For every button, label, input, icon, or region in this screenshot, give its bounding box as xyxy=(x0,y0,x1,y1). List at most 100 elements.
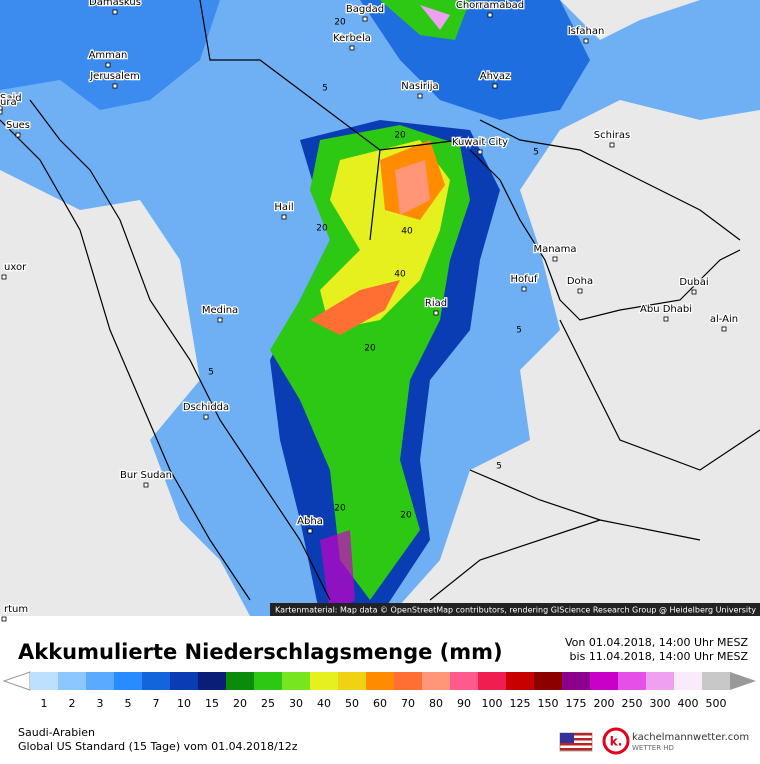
legend-swatch xyxy=(254,672,282,690)
legend-label: 125 xyxy=(510,697,531,710)
city-dot xyxy=(143,482,149,488)
legend-label: 200 xyxy=(594,697,615,710)
legend-label: 250 xyxy=(622,697,643,710)
city-dot xyxy=(307,528,313,534)
logo-sub: WETTER HD xyxy=(632,744,674,752)
attribution: Kartenmaterial: Map data © OpenStreetMap… xyxy=(275,606,756,615)
legend-label: 2 xyxy=(69,697,76,710)
contour-label: 5 xyxy=(322,84,328,94)
city-label: Sues xyxy=(6,120,30,131)
city-dot xyxy=(112,83,118,89)
legend-swatch xyxy=(394,672,422,690)
city-label: Abu Dhabi xyxy=(640,304,692,315)
city-dot xyxy=(112,9,118,15)
legend-label: 175 xyxy=(566,697,587,710)
legend-label: 25 xyxy=(261,697,275,710)
legend-label: 150 xyxy=(538,697,559,710)
city-label: Dubai xyxy=(679,277,708,288)
city-dot xyxy=(521,286,527,292)
city-dot xyxy=(492,83,498,89)
legend-label: 10 xyxy=(177,697,191,710)
legend-label: 300 xyxy=(650,697,671,710)
logo-name: kachelmannwetter.com xyxy=(632,732,749,743)
city-label: Medina xyxy=(202,305,238,316)
city-dot xyxy=(663,316,669,322)
legend-label: 90 xyxy=(457,697,471,710)
contour-label: 40 xyxy=(401,227,413,237)
city-label: Nasirija xyxy=(401,81,438,92)
city-label: Doha xyxy=(567,276,593,287)
date-from: Von 01.04.2018, 14:00 Uhr MESZ xyxy=(565,636,749,649)
city-label: Hofuf xyxy=(510,274,537,285)
contour-label: 5 xyxy=(516,326,522,336)
legend-swatch xyxy=(366,672,394,690)
contour-label: 40 xyxy=(394,270,406,280)
legend-swatch xyxy=(226,672,254,690)
contour-label: 20 xyxy=(316,224,328,234)
legend-swatch xyxy=(170,672,198,690)
legend-swatch xyxy=(198,672,226,690)
city-dot xyxy=(1,274,7,280)
city-dot xyxy=(552,256,558,262)
legend-swatch xyxy=(478,672,506,690)
city-label: al-Ain xyxy=(710,314,738,325)
model: Global US Standard (15 Tage) vom 01.04.2… xyxy=(18,740,298,753)
legend-label: 40 xyxy=(317,697,331,710)
logo-mark: k. xyxy=(610,735,623,749)
contour-label: 5 xyxy=(496,462,502,472)
logo-ring xyxy=(602,727,630,755)
city-label: Amman xyxy=(89,50,128,61)
city-label: uxor xyxy=(4,262,27,273)
legend-label: 70 xyxy=(401,697,415,710)
legend-label: 400 xyxy=(678,697,699,710)
city-dot xyxy=(362,16,368,22)
legend-swatch xyxy=(450,672,478,690)
legend-swatch xyxy=(674,672,702,690)
city-dot xyxy=(0,105,3,111)
city-label: Abha xyxy=(297,516,323,527)
legend-label: 7 xyxy=(153,697,160,710)
legend-label: 1 xyxy=(41,697,48,710)
legend-swatch xyxy=(338,672,366,690)
legend-label: 100 xyxy=(482,697,503,710)
contour-label: 20 xyxy=(334,18,346,28)
legend-label: 80 xyxy=(429,697,443,710)
legend-label: 20 xyxy=(233,697,247,710)
legend-label: 500 xyxy=(706,697,727,710)
legend-swatch xyxy=(58,672,86,690)
city-dot xyxy=(433,310,439,316)
legend-swatch xyxy=(310,672,338,690)
city-label: Dschidda xyxy=(183,402,229,413)
legend-label: 3 xyxy=(97,697,104,710)
city-dot xyxy=(577,288,583,294)
legend-label: 50 xyxy=(345,697,359,710)
contour-label: 20 xyxy=(364,344,376,354)
legend-swatch xyxy=(702,672,730,690)
legend-swatch xyxy=(30,672,58,690)
city-dot xyxy=(691,289,697,295)
city-dot xyxy=(0,109,3,115)
city-label: Bur Sudan xyxy=(120,470,172,481)
legend-swatch xyxy=(562,672,590,690)
legend-swatch xyxy=(534,672,562,690)
city-label: Kuwait City xyxy=(452,137,508,148)
city-label: Ahvaz xyxy=(480,71,510,82)
city-dot xyxy=(105,62,111,68)
city-dot xyxy=(487,12,493,18)
city-label: Isfahan xyxy=(568,26,605,37)
city-dot xyxy=(583,38,589,44)
legend: 1 2 3 5 7 10 15 20 25 30 40 50 60 70 80 90 100 125 150 175 2… xyxy=(2,671,756,710)
map xyxy=(0,0,760,616)
city-dot xyxy=(281,214,287,220)
city-dot xyxy=(217,317,223,323)
city-label: Manama xyxy=(533,244,576,255)
city-label: Damaskus xyxy=(89,0,141,8)
legend-swatch xyxy=(422,672,450,690)
city-label: Schiras xyxy=(594,130,630,141)
contour-label: 5 xyxy=(208,368,214,378)
region: Saudi-Arabien xyxy=(18,726,95,739)
attribution-bg xyxy=(270,603,760,616)
city-label: Kerbela xyxy=(333,33,371,44)
legend-swatch xyxy=(590,672,618,690)
